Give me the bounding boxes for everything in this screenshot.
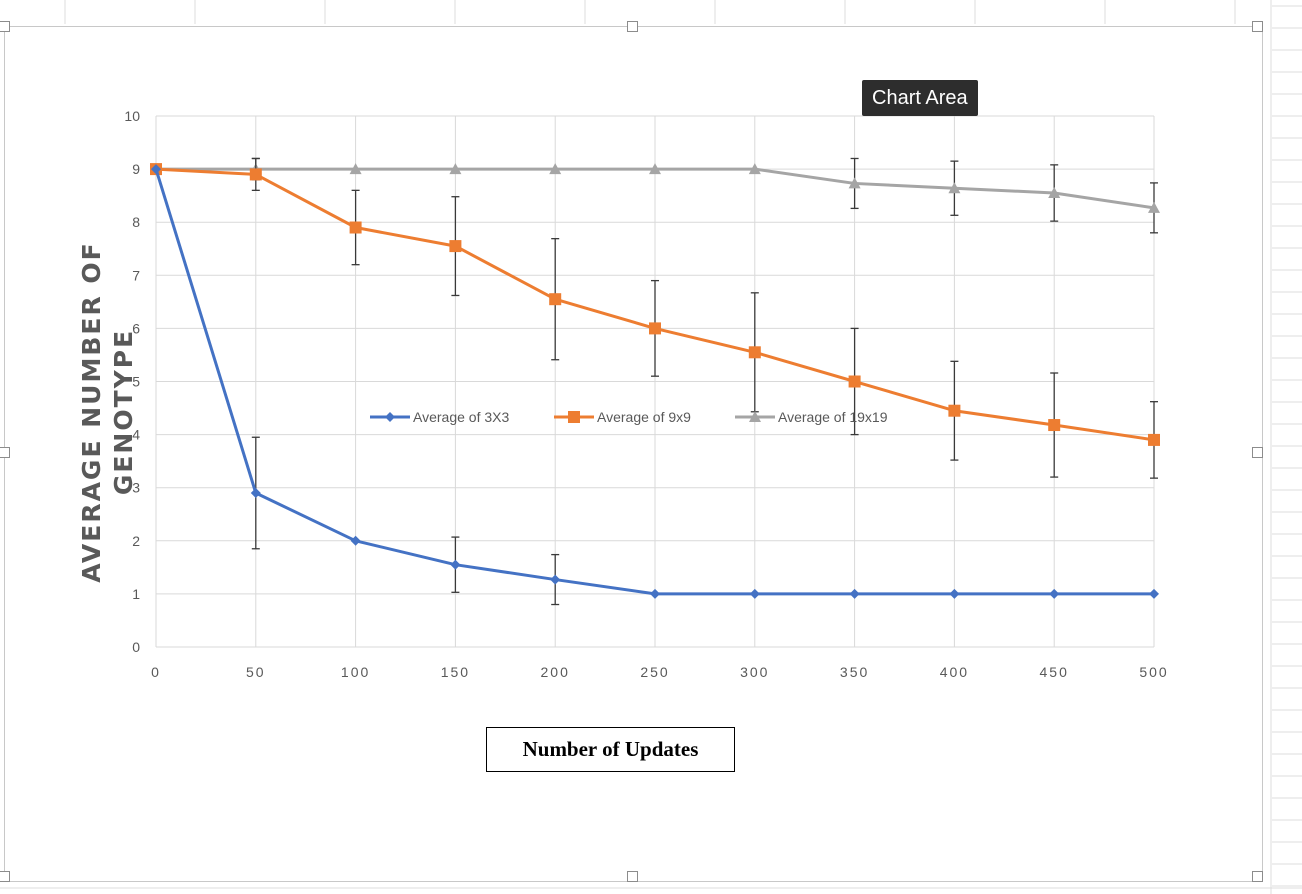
legend: Average of 3X3 Average of 9x9 Average of 1… [370, 409, 888, 425]
y-tick-label: 4 [132, 427, 140, 443]
data-point [1149, 588, 1159, 599]
data-point [749, 588, 760, 599]
data-point [948, 182, 961, 194]
x-tick-label: 350 [840, 664, 869, 680]
x-tick-label: 250 [640, 664, 669, 680]
y-tick-label: 2 [132, 533, 140, 549]
x-tick-label: 500 [1139, 664, 1168, 680]
legend-label: Average of 9x9 [597, 409, 691, 425]
resize-handle-top-left[interactable] [0, 21, 10, 32]
data-point [249, 168, 262, 181]
data-point [649, 322, 661, 335]
data-point [650, 588, 660, 599]
y-tick-label: 0 [132, 639, 140, 655]
data-point [449, 240, 462, 253]
legend-item: Average of 9x9 [554, 409, 691, 425]
resize-handle-bottom-right[interactable] [1252, 871, 1263, 882]
data-point [449, 163, 462, 175]
legend-item: Average of 3X3 [370, 409, 509, 425]
legend-swatch-marker [385, 412, 395, 422]
data-point [1148, 433, 1160, 446]
legend-swatch-marker [568, 411, 580, 423]
data-point [949, 588, 960, 599]
y-tick-label: 7 [132, 267, 140, 283]
y-tick-label: 9 [132, 161, 140, 177]
x-tick-label: 100 [341, 664, 370, 680]
x-axis-label[interactable]: Number of Updates [486, 727, 735, 772]
data-point [450, 559, 461, 570]
y-tick-label: 6 [132, 320, 140, 336]
data-point [250, 488, 261, 499]
resize-handle-middle-right[interactable] [1252, 447, 1263, 458]
x-tick-label: 400 [940, 664, 969, 680]
data-point [748, 163, 761, 175]
data-point [848, 375, 861, 388]
data-point [649, 163, 661, 175]
data-point [550, 574, 561, 585]
data-point [350, 535, 361, 546]
data-point [349, 221, 362, 234]
y-axis-label: AVERAGE NUMBER OF GENOTYPE [77, 241, 138, 583]
data-point [1148, 201, 1160, 213]
y-tick-label: 10 [124, 108, 140, 124]
x-tick-label: 450 [1040, 664, 1069, 680]
x-tick-label: 50 [246, 664, 266, 680]
resize-handle-middle-left[interactable] [0, 447, 10, 458]
data-point [848, 177, 861, 189]
data-point [549, 163, 562, 175]
data-point [151, 164, 161, 175]
y-tick-label: 5 [132, 374, 140, 390]
legend-label: Average of 3X3 [413, 409, 509, 425]
series-0 [151, 164, 1159, 606]
resize-handle-top-middle[interactable] [627, 21, 638, 32]
x-tick-label: 0 [151, 664, 161, 680]
data-point [549, 293, 562, 306]
y-tick-label: 8 [132, 214, 140, 230]
y-tick-label: 1 [132, 586, 140, 602]
data-point [349, 163, 362, 175]
resize-handle-top-right[interactable] [1252, 21, 1263, 32]
series-1 [150, 157, 1160, 479]
chart-area-tooltip: Chart Area [862, 80, 978, 116]
data-point [849, 588, 860, 599]
resize-handle-bottom-middle[interactable] [627, 871, 638, 882]
y-tick-label: 3 [132, 480, 140, 496]
resize-handle-bottom-left[interactable] [0, 871, 10, 882]
data-point [1048, 419, 1061, 432]
x-tick-label: 300 [740, 664, 769, 680]
legend-label: Average of 19x19 [778, 409, 888, 425]
data-point [1049, 588, 1060, 599]
data-point [1048, 186, 1061, 198]
data-point [748, 346, 761, 359]
x-tick-label: 150 [441, 664, 470, 680]
x-tick-label: 200 [541, 664, 570, 680]
legend-item: Average of 19x19 [735, 409, 888, 425]
legend-swatch-marker [749, 411, 761, 422]
data-point [948, 404, 961, 417]
